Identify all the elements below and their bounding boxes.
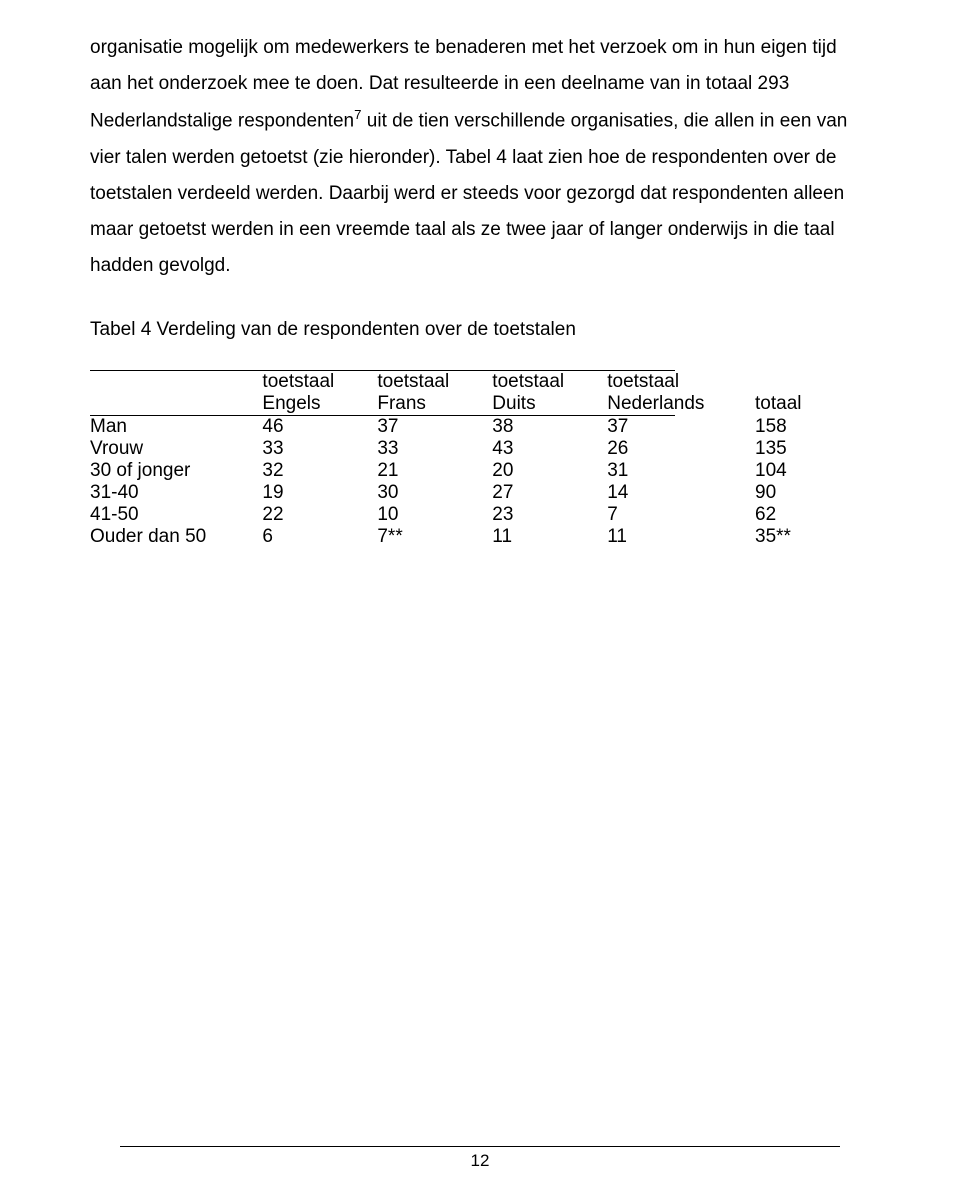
table-cell: 35** xyxy=(755,526,870,548)
table-cell: 135 xyxy=(755,438,870,460)
table-cell: 37 xyxy=(607,416,755,438)
table-header-cell: toetstaal xyxy=(262,371,377,393)
table-cell: 33 xyxy=(377,438,492,460)
body-paragraph: organisatie mogelijk om medewerkers te b… xyxy=(90,30,870,284)
table-row: Man 46 37 38 37 158 xyxy=(90,416,870,438)
table-cell: 62 xyxy=(755,504,870,526)
table-header-cell xyxy=(90,393,262,415)
table-header-cell: toetstaal xyxy=(377,371,492,393)
table-cell: 23 xyxy=(492,504,607,526)
table-cell: 10 xyxy=(377,504,492,526)
table-cell: 41-50 xyxy=(90,504,262,526)
table-row: 41-50 22 10 23 7 62 xyxy=(90,504,870,526)
table-cell: 22 xyxy=(262,504,377,526)
table-cell: 32 xyxy=(262,460,377,482)
table-header-cell: Duits xyxy=(492,393,607,415)
table-row: Vrouw 33 33 43 26 135 xyxy=(90,438,870,460)
table-cell: 14 xyxy=(607,482,755,504)
table-cell: 37 xyxy=(377,416,492,438)
table-cell: 31 xyxy=(607,460,755,482)
table-header-cell: Frans xyxy=(377,393,492,415)
data-table-body: Man 46 37 38 37 158 Vrouw 33 33 43 26 13… xyxy=(90,416,870,548)
table-header-cell xyxy=(90,371,262,393)
table-header-cell: toetstaal xyxy=(607,371,755,393)
data-table: toetstaal toetstaal toetstaal toetstaal … xyxy=(90,371,870,415)
table-cell: 20 xyxy=(492,460,607,482)
table-header-cell: Engels xyxy=(262,393,377,415)
table-cell: 43 xyxy=(492,438,607,460)
table-cell: 19 xyxy=(262,482,377,504)
table-cell: 11 xyxy=(607,526,755,548)
table-cell: Ouder dan 50 xyxy=(90,526,262,548)
table-row: 31-40 19 30 27 14 90 xyxy=(90,482,870,504)
page-footer: 12 xyxy=(0,1146,960,1171)
table-row: 30 of jonger 32 21 20 31 104 xyxy=(90,460,870,482)
table-cell: Man xyxy=(90,416,262,438)
table-cell: 30 of jonger xyxy=(90,460,262,482)
table-cell: Vrouw xyxy=(90,438,262,460)
page-number: 12 xyxy=(471,1151,490,1170)
table-cell: 90 xyxy=(755,482,870,504)
table-cell: 6 xyxy=(262,526,377,548)
footnote-ref: 7 xyxy=(354,107,361,122)
table-cell: 33 xyxy=(262,438,377,460)
table-cell: 7** xyxy=(377,526,492,548)
table-cell: 46 xyxy=(262,416,377,438)
table-cell: 158 xyxy=(755,416,870,438)
table-cell: 7 xyxy=(607,504,755,526)
table-cell: 27 xyxy=(492,482,607,504)
table-cell: 31-40 xyxy=(90,482,262,504)
table-header-row: toetstaal toetstaal toetstaal toetstaal xyxy=(90,371,870,393)
table-row: Ouder dan 50 6 7** 11 11 35** xyxy=(90,526,870,548)
table-header-cell: toetstaal xyxy=(492,371,607,393)
paragraph-text-part2: uit de tien verschillende organisaties, … xyxy=(90,111,847,276)
table-cell: 104 xyxy=(755,460,870,482)
table-header-cell: totaal xyxy=(755,393,870,415)
table-header-cell: Nederlands xyxy=(607,393,755,415)
table-cell: 38 xyxy=(492,416,607,438)
footer-rule xyxy=(120,1146,840,1147)
table-cell: 11 xyxy=(492,526,607,548)
table-cell: 26 xyxy=(607,438,755,460)
table-cell: 30 xyxy=(377,482,492,504)
table-caption: Tabel 4 Verdeling van de respondenten ov… xyxy=(90,312,870,348)
table-header-cell xyxy=(755,371,870,393)
table-header-row: Engels Frans Duits Nederlands totaal xyxy=(90,393,870,415)
table-cell: 21 xyxy=(377,460,492,482)
